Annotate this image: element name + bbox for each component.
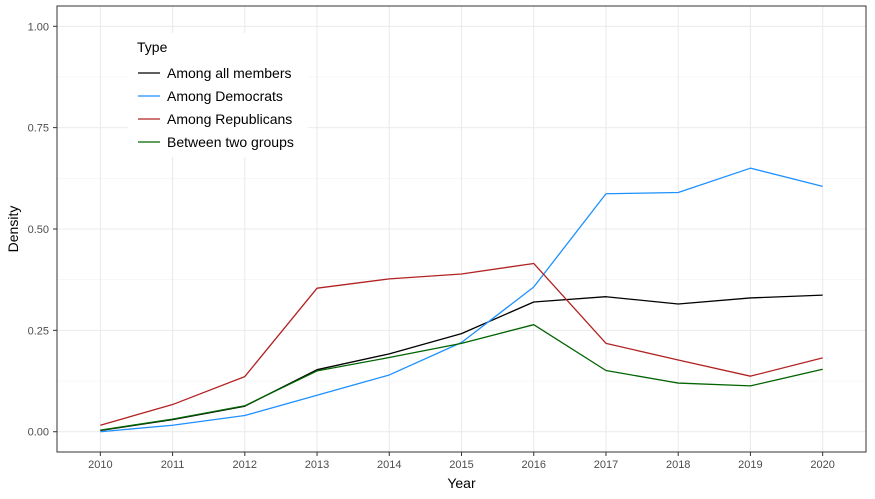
legend-label-1: Among Democrats [167, 88, 283, 104]
y-tick-label: 1.00 [28, 21, 49, 33]
y-axis-ticks: 0.00 0.25 0.50 0.75 1.00 [28, 21, 57, 439]
series-line-2 [100, 262, 823, 426]
x-tick-label: 2020 [810, 459, 834, 471]
y-tick-label: 0.25 [28, 325, 49, 337]
y-axis-title: Density [5, 206, 21, 253]
x-tick-label: 2012 [233, 459, 257, 471]
x-tick-label: 2013 [305, 459, 329, 471]
x-tick-label: 2011 [161, 459, 185, 471]
x-tick-label: 2015 [449, 459, 473, 471]
series-lines [100, 167, 823, 433]
x-tick-label: 2010 [88, 459, 112, 471]
x-tick-label: 2016 [521, 459, 545, 471]
series-line-3 [100, 324, 823, 431]
x-tick-label: 2014 [377, 459, 401, 471]
y-tick-label: 0.00 [28, 427, 49, 439]
x-tick-label: 2017 [594, 459, 618, 471]
legend-label-0: Among all members [167, 65, 292, 81]
legend-title: Type [137, 39, 168, 55]
y-tick-label: 0.75 [28, 123, 49, 135]
y-tick-label: 0.50 [28, 224, 49, 236]
legend-label-2: Among Republicans [167, 111, 292, 127]
legend-items: Among all members Among Democrats Among Re… [138, 65, 294, 150]
legend-label-3: Between two groups [167, 134, 294, 150]
x-tick-label: 2018 [666, 459, 690, 471]
x-axis-title: Year [447, 475, 476, 491]
series-line-1 [100, 167, 823, 433]
x-tick-label: 2019 [738, 459, 762, 471]
x-axis-ticks: 2010 2011 2012 2013 2014 2015 2016 2017 2018 2019… [88, 452, 835, 471]
legend-background [128, 33, 308, 157]
